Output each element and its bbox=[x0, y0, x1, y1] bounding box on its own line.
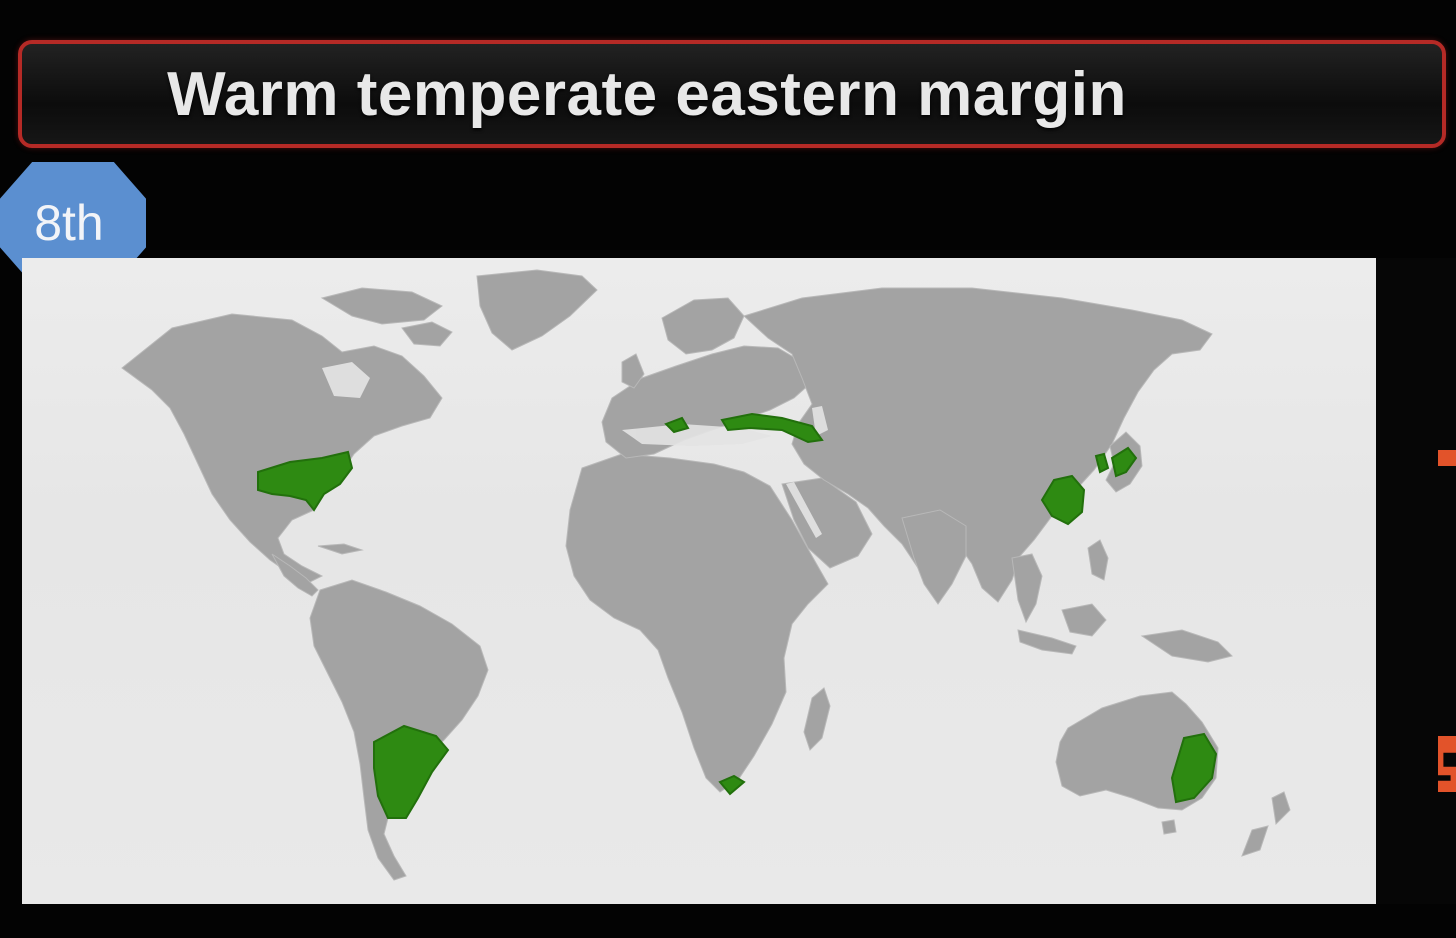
world-map bbox=[22, 258, 1376, 904]
madagascar-landmass bbox=[803, 687, 831, 751]
southeast-asia-landmass bbox=[1011, 553, 1043, 624]
arctic-islands-landmass bbox=[320, 287, 443, 325]
asia-landmass bbox=[743, 287, 1213, 603]
region-southeast-africa bbox=[718, 774, 746, 796]
region-korea bbox=[1094, 452, 1110, 474]
africa-landmass bbox=[565, 453, 829, 793]
caspian-sea bbox=[812, 406, 828, 436]
red-sea bbox=[786, 482, 822, 538]
new-zealand-landmass-2 bbox=[1241, 825, 1269, 857]
title-bar: Warm temperate eastern margin bbox=[18, 40, 1446, 148]
arctic-islands-landmass-2 bbox=[401, 321, 453, 347]
central-america-landmass bbox=[271, 553, 319, 597]
edge-accent-mark bbox=[1438, 736, 1456, 792]
hudson-bay bbox=[322, 362, 370, 398]
tasmania-landmass bbox=[1161, 819, 1177, 835]
new-zealand-landmass bbox=[1271, 791, 1291, 826]
new-guinea-landmass bbox=[1140, 629, 1233, 663]
rank-badge-label: 8th bbox=[34, 195, 104, 251]
india-landmass bbox=[901, 509, 967, 605]
caribbean-islands bbox=[317, 543, 364, 555]
slide-title: Warm temperate eastern margin bbox=[167, 59, 1127, 129]
region-black-sea-coast bbox=[664, 416, 690, 434]
region-black-sea-coast-2 bbox=[720, 412, 824, 444]
indonesia-islands-2 bbox=[1061, 603, 1107, 637]
region-southeastern-united-states bbox=[257, 450, 354, 512]
region-southern-japan bbox=[1110, 446, 1138, 478]
greenland-landmass bbox=[476, 269, 598, 351]
indonesia-islands bbox=[1017, 629, 1077, 655]
region-southeastern-south-america bbox=[373, 724, 450, 819]
edge-accent-mark bbox=[1438, 450, 1456, 466]
north-america-landmass bbox=[121, 313, 443, 583]
world-map-svg bbox=[121, 269, 1291, 881]
scandinavia-landmass bbox=[661, 297, 745, 355]
region-eastern-australia bbox=[1170, 732, 1218, 804]
britain-landmass bbox=[621, 353, 645, 389]
right-edge-strip bbox=[1376, 258, 1456, 904]
region-eastern-china bbox=[1040, 474, 1086, 526]
philippines-islands bbox=[1087, 539, 1109, 581]
